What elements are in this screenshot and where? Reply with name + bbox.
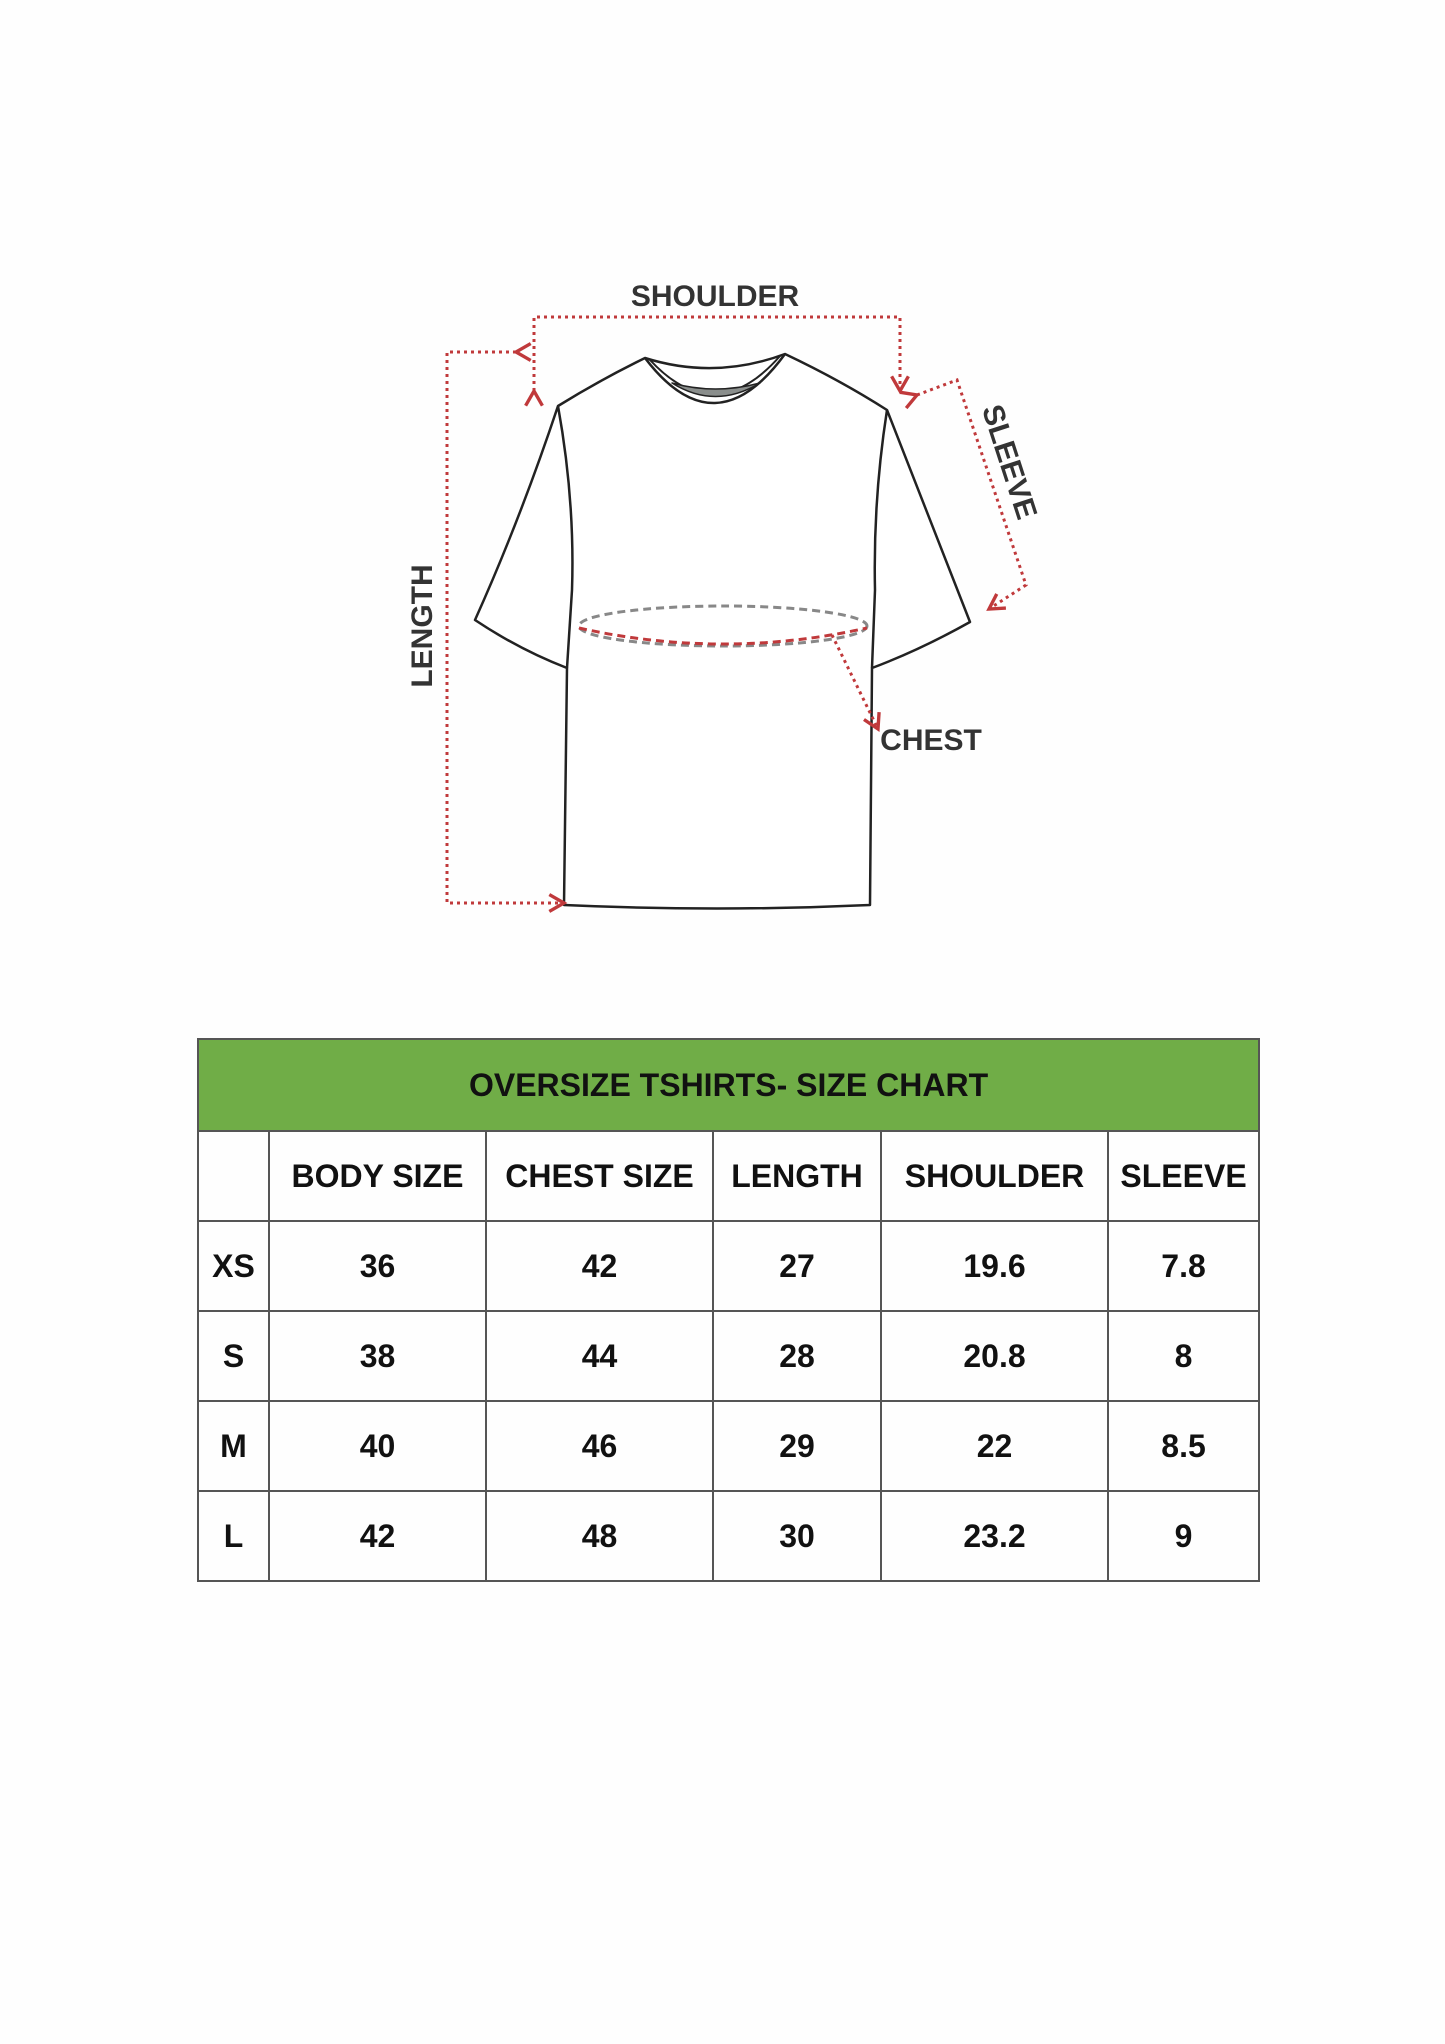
size-label: XS xyxy=(197,1220,270,1312)
table-cell: 19.6 xyxy=(880,1220,1109,1312)
table-row: M 40 46 29 22 8.5 xyxy=(197,1400,1261,1492)
size-label: S xyxy=(197,1310,270,1402)
chest-ellipse xyxy=(577,604,869,648)
table-cell: 22 xyxy=(880,1400,1109,1492)
header-row: BODY SIZE CHEST SIZE LENGTH SHOULDER SLE… xyxy=(197,1130,1261,1222)
table-cell: 38 xyxy=(268,1310,487,1402)
table-cell: 48 xyxy=(485,1490,714,1582)
table-cell: 8.5 xyxy=(1106,1400,1261,1492)
table-row: S 38 44 28 20.8 8 xyxy=(197,1310,1261,1402)
tshirt-measurement-diagram: SHOULDER LENGTH SLEEVE CHEST xyxy=(406,280,1043,913)
shoulder-label: SHOULDER xyxy=(631,280,800,313)
column-header xyxy=(197,1130,270,1222)
size-chart-title-row: OVERSIZE TSHIRTS- SIZE CHART xyxy=(196,1038,1261,1132)
tshirt-outline xyxy=(473,352,972,910)
length-arrow xyxy=(445,342,568,913)
length-label: LENGTH xyxy=(406,564,439,687)
table-cell: 20.8 xyxy=(880,1310,1109,1402)
size-label: L xyxy=(197,1490,270,1582)
table-cell: 40 xyxy=(268,1400,487,1492)
table-cell: 8 xyxy=(1106,1310,1261,1402)
size-label: M xyxy=(197,1400,270,1492)
column-header: CHEST SIZE xyxy=(485,1130,714,1222)
table-cell: 9 xyxy=(1106,1490,1261,1582)
table-cell: 46 xyxy=(485,1400,714,1492)
column-header: BODY SIZE xyxy=(268,1130,487,1222)
column-header: LENGTH xyxy=(712,1130,882,1222)
table-row: L 42 48 30 23.2 9 xyxy=(197,1490,1261,1582)
size-chart-title: OVERSIZE TSHIRTS- SIZE CHART xyxy=(196,1038,1261,1132)
table-row: XS 36 42 27 19.6 7.8 xyxy=(197,1220,1261,1312)
table-cell: 28 xyxy=(712,1310,882,1402)
sleeve-label: SLEEVE xyxy=(975,401,1043,524)
table-cell: 42 xyxy=(268,1490,487,1582)
column-header: SHOULDER xyxy=(880,1130,1109,1222)
sleeve-arrow xyxy=(900,378,1028,611)
column-header: SLEEVE xyxy=(1106,1130,1261,1222)
table-cell: 36 xyxy=(268,1220,487,1312)
table-cell: 30 xyxy=(712,1490,882,1582)
chest-label: CHEST xyxy=(880,724,982,757)
table-cell: 23.2 xyxy=(880,1490,1109,1582)
table-cell: 27 xyxy=(712,1220,882,1312)
table-cell: 44 xyxy=(485,1310,714,1402)
table-cell: 7.8 xyxy=(1106,1220,1261,1312)
table-cell: 29 xyxy=(712,1400,882,1492)
table-cell: 42 xyxy=(485,1220,714,1312)
size-chart-table: OVERSIZE TSHIRTS- SIZE CHART BODY SIZE C… xyxy=(196,1038,1261,1582)
